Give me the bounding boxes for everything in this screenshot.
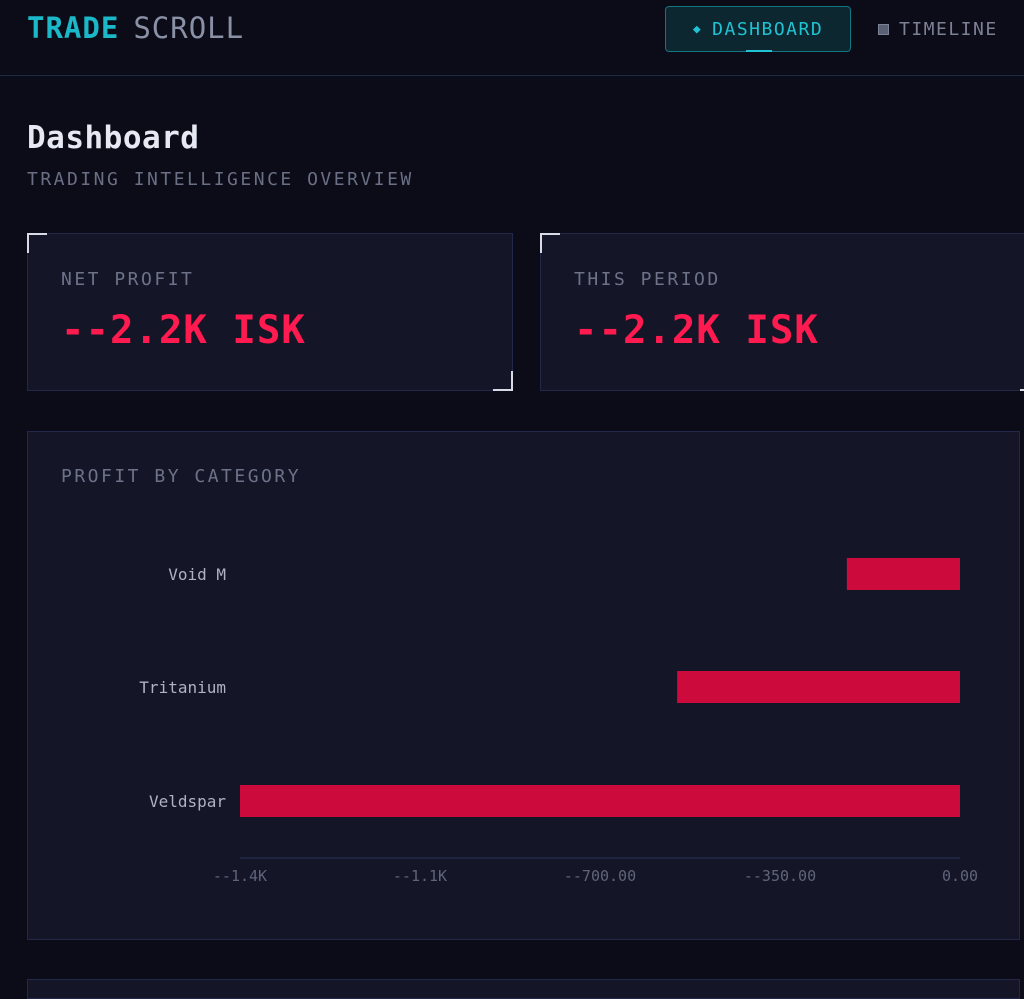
category-label: Void M [168,565,226,584]
active-tab-indicator [746,50,772,52]
corner-accent [493,371,513,391]
profit-by-category-card: PROFIT BY CATEGORY Void M Tritanium Veldsp… [27,431,1020,940]
nav-tab-timeline[interactable]: TIMELINE [878,6,998,52]
page-title: Dashboard [27,120,200,156]
profit-by-category-chart: Void M Tritanium Veldspar --1.4K --1.1K --700… [139,558,978,885]
corner-accent [540,233,560,253]
next-panel [27,979,1020,999]
chart-title: PROFIT BY CATEGORY [61,466,302,487]
brand-name-light: SCROLL [133,11,245,45]
this-period-card: THIS PERIOD --2.2K ISK [540,233,1024,391]
diamond-icon: ◆ [692,21,703,37]
net-profit-value: --2.2K ISK [61,308,306,353]
category-label: Veldspar [149,792,226,811]
top-bar: TRADE SCROLL ◆ DASHBOARD TIMELINE [0,0,1024,76]
bar-veldspar [240,785,960,817]
net-profit-card: NET PROFIT --2.2K ISK [27,233,513,391]
this-period-label: THIS PERIOD [574,269,721,290]
brand-name-strong: TRADE [27,11,120,45]
corner-accent [1020,371,1024,391]
nav-tab-dashboard-label: DASHBOARD [712,18,824,40]
page-subtitle: TRADING INTELLIGENCE OVERVIEW [27,169,414,190]
x-tick-label: --1.1K [393,867,447,885]
x-tick-label: --700.00 [564,867,636,885]
nav-tab-timeline-label: TIMELINE [899,18,998,40]
x-tick-label: 0.00 [942,867,978,885]
x-tick-label: --1.4K [213,867,267,885]
corner-accent [27,233,47,253]
net-profit-label: NET PROFIT [61,269,195,290]
grid-icon [878,23,889,35]
x-tick-label: --350.00 [744,867,816,885]
brand-logo[interactable]: TRADE SCROLL [27,11,244,45]
this-period-value: --2.2K ISK [574,308,819,353]
category-label: Tritanium [139,678,226,697]
bar-tritanium [677,671,960,703]
bar-void-m [846,558,960,590]
nav-tab-dashboard[interactable]: ◆ DASHBOARD [665,6,851,52]
